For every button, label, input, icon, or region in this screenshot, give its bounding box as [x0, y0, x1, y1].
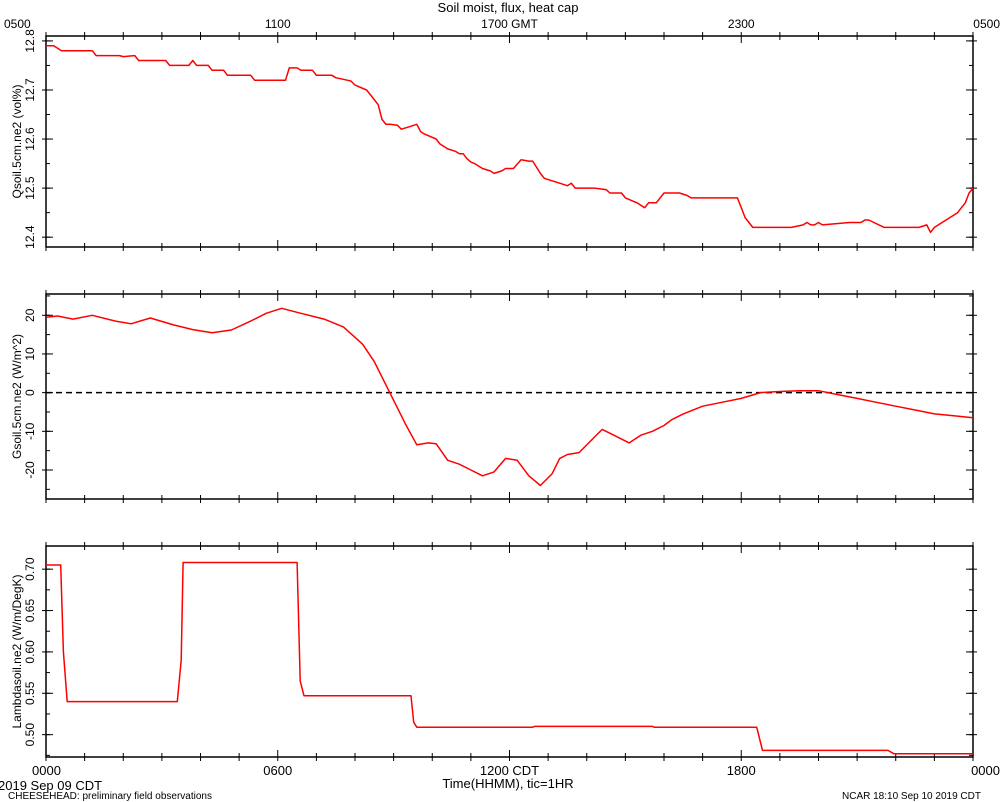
y-tick-label: 0.50 [23, 723, 37, 747]
y-tick-label: -20 [23, 461, 37, 479]
top-tick-label: 2300 [728, 17, 755, 31]
y-axis-label: Gsoil.5cm.ne2 (W/m^2) [10, 334, 24, 459]
series-line [45, 307, 974, 487]
bottom-tick-label: 1800 [727, 763, 756, 778]
y-tick-label: 12.5 [23, 176, 37, 200]
y-tick-label: 0 [23, 389, 37, 396]
y-tick-label: 12.8 [23, 29, 37, 53]
chart-title: Soil moist, flux, heat cap [438, 0, 579, 15]
y-tick-label: 12.7 [23, 78, 37, 102]
footer-project-note: CHEESEHEAD: preliminary field observatio… [8, 791, 212, 802]
y-tick-label: 0.65 [23, 599, 37, 623]
soil-heat-flux-panel: -20 -10 0 10 20 Gsoil.5cm.ne2 (W/m^2) [10, 290, 977, 503]
y-tick-label: -10 [23, 422, 37, 440]
plot-frame [45, 293, 974, 500]
footer-date-left: 2019 Sep 09 CDT [0, 778, 103, 793]
top-tick-label: 1700 GMT [481, 17, 538, 31]
bottom-tick-label: 0000 [971, 763, 1000, 778]
bottom-tick-label: 0000 [32, 763, 61, 778]
y-tick-label: 20 [23, 308, 37, 322]
series-line [46, 561, 973, 755]
soil-moisture-panel: 12.4 12.5 12.6 12.7 12.8 Qsoil.5cm.ne2 (vol%) [10, 29, 977, 251]
top-tick-label: 1100 [265, 17, 291, 31]
y-tick-label: 12.6 [23, 127, 37, 151]
y-tick-label: 0.55 [23, 681, 37, 705]
y-tick-label: 0.60 [23, 640, 37, 664]
bottom-tick-label: 1200 CDT [480, 763, 539, 778]
top-tick-label: 0500 [4, 17, 31, 31]
y-tick-label: 0.70 [23, 557, 37, 581]
y-axis-label: Lambdasoil.ne2 (W/m/DegK) [10, 574, 24, 728]
y-tick-label: 12.4 [23, 225, 37, 249]
series-line [46, 45, 974, 234]
bottom-cdt-axis: 0000 0600 1200 CDT 1800 0000 [32, 763, 1000, 778]
plot-frame [45, 545, 974, 758]
plot-frame [45, 35, 974, 248]
y-tick-label: 10 [23, 347, 37, 361]
top-tick-label: 0500 [973, 17, 1000, 31]
y-axis-label: Qsoil.5cm.ne2 (vol%) [10, 84, 24, 198]
top-gmt-axis: 0500 1100 1700 GMT 2300 0500 [4, 17, 1000, 31]
bottom-tick-label: 0600 [263, 763, 292, 778]
x-axis-label: Time(HHMM), tic=1HR [442, 776, 573, 791]
footer-timestamp: NCAR 18:10 Sep 10 2019 CDT [842, 791, 981, 802]
